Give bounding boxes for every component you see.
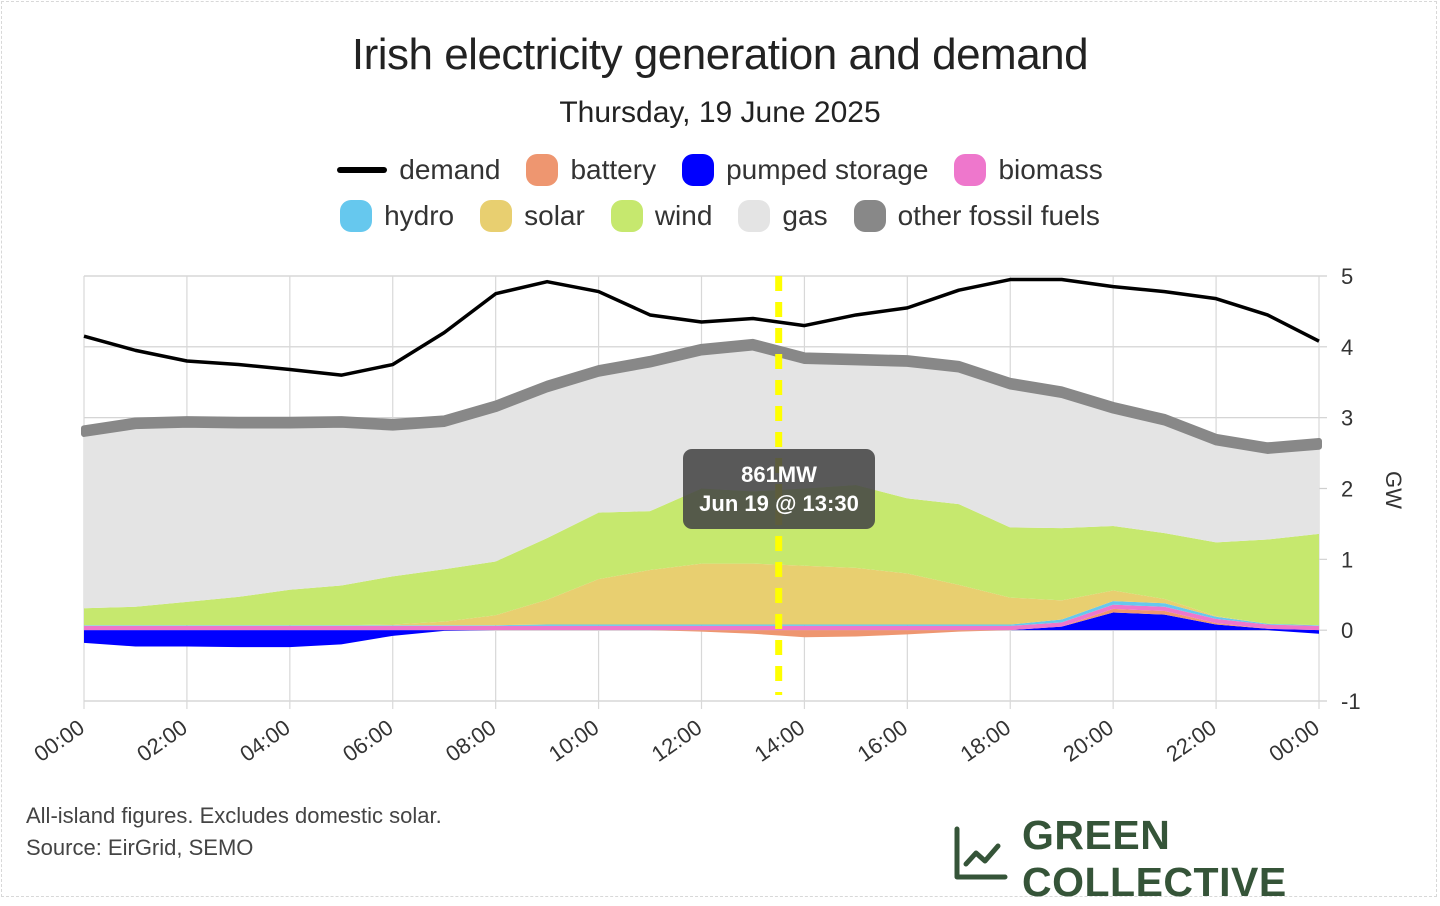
x-tick-label: 04:00 bbox=[235, 715, 294, 767]
biomass-area bbox=[84, 604, 1319, 631]
x-tick-label: 14:00 bbox=[750, 715, 809, 767]
legend-swatch-demand bbox=[337, 167, 388, 173]
legend-item-gas[interactable]: gas bbox=[738, 200, 828, 232]
legend-item-other-fossil-fuels[interactable]: other fossil fuels bbox=[853, 200, 1100, 232]
footnote-line-1: All-island figures. Excludes domestic so… bbox=[26, 803, 442, 828]
legend-item-biomass[interactable]: biomass bbox=[954, 154, 1103, 186]
brand-logo[interactable]: GREEN COLLECTIVE bbox=[952, 812, 1440, 906]
demand-line bbox=[83, 277, 1320, 377]
legend-item-battery[interactable]: battery bbox=[526, 154, 656, 186]
legend-label: other fossil fuels bbox=[897, 200, 1100, 231]
legend-label: pumped storage bbox=[726, 154, 929, 185]
legend-label: battery bbox=[570, 154, 657, 185]
legend-item-wind[interactable]: wind bbox=[610, 200, 713, 232]
legend-item-solar[interactable]: solar bbox=[480, 200, 585, 232]
chart-subtitle: Thursday, 19 June 2025 bbox=[559, 96, 881, 129]
pumped-storage-area bbox=[84, 612, 1319, 648]
x-tick-label: 02:00 bbox=[132, 715, 191, 767]
x-tick-label: 12:00 bbox=[647, 715, 706, 767]
footnote: All-island figures. Excludes domestic so… bbox=[26, 800, 442, 864]
x-tick-label: 16:00 bbox=[853, 715, 912, 767]
x-tick-label: 10:00 bbox=[544, 715, 603, 767]
chart-title: Irish electricity generation and demand bbox=[351, 30, 1089, 79]
y-tick-label: 5 bbox=[1341, 264, 1353, 289]
x-tick-label: 00:00 bbox=[1264, 715, 1323, 767]
legend-swatch-gas bbox=[738, 200, 771, 232]
legend-item-hydro[interactable]: hydro bbox=[340, 200, 454, 232]
legend-row-2: hydro solar wind gas other fossil fuels bbox=[0, 200, 1440, 232]
legend-label: gas bbox=[782, 200, 828, 231]
y-tick-label: 0 bbox=[1341, 618, 1353, 643]
other-fossil-fuels-area bbox=[81, 338, 1322, 454]
wind-area bbox=[84, 484, 1319, 626]
legend-swatch-wind bbox=[610, 200, 643, 232]
legend-label: hydro bbox=[384, 200, 455, 231]
x-tick-label: 20:00 bbox=[1059, 715, 1118, 767]
legend-swatch-pumped-storage bbox=[682, 154, 715, 186]
y-tick-label: -1 bbox=[1341, 689, 1361, 714]
line-chart-icon bbox=[952, 826, 1008, 892]
x-tick-label: 00:00 bbox=[29, 715, 88, 767]
chart-tooltip: 861MW Jun 19 @ 13:30 bbox=[683, 449, 875, 529]
brand-name: GREEN COLLECTIVE bbox=[1022, 812, 1287, 905]
x-tick-label: 08:00 bbox=[441, 715, 500, 767]
legend-item-demand[interactable]: demand bbox=[337, 154, 500, 186]
legend-swatch-other-fossil-fuels bbox=[853, 200, 886, 232]
legend-swatch-hydro bbox=[340, 200, 373, 232]
y-tick-label: 2 bbox=[1341, 477, 1353, 502]
legend-label: biomass bbox=[998, 154, 1103, 185]
legend-label: demand bbox=[399, 154, 501, 185]
x-tick-label: 18:00 bbox=[956, 715, 1015, 767]
legend-label: wind bbox=[654, 200, 713, 231]
legend-label: solar bbox=[524, 200, 585, 231]
y-tick-label: 1 bbox=[1341, 547, 1353, 572]
legend-swatch-battery bbox=[526, 154, 559, 186]
legend-swatch-biomass bbox=[954, 154, 987, 186]
solar-area bbox=[84, 563, 1319, 626]
x-tick-label: 22:00 bbox=[1162, 715, 1221, 767]
tooltip-time: Jun 19 @ 13:30 bbox=[699, 491, 859, 516]
chart-lines bbox=[83, 277, 1320, 377]
y-tick-label: 4 bbox=[1341, 335, 1353, 360]
legend-swatch-solar bbox=[480, 200, 513, 232]
y-axis-label: GW bbox=[1381, 471, 1406, 509]
tooltip-value: 861MW bbox=[741, 462, 817, 487]
legend-row-1: demand battery pumped storage biomass bbox=[0, 154, 1440, 186]
legend-item-pumped-storage[interactable]: pumped storage bbox=[682, 154, 928, 186]
y-tick-label: 3 bbox=[1341, 406, 1353, 431]
footnote-source: Source: EirGrid, SEMO bbox=[26, 835, 254, 860]
x-tick-label: 06:00 bbox=[338, 715, 397, 767]
